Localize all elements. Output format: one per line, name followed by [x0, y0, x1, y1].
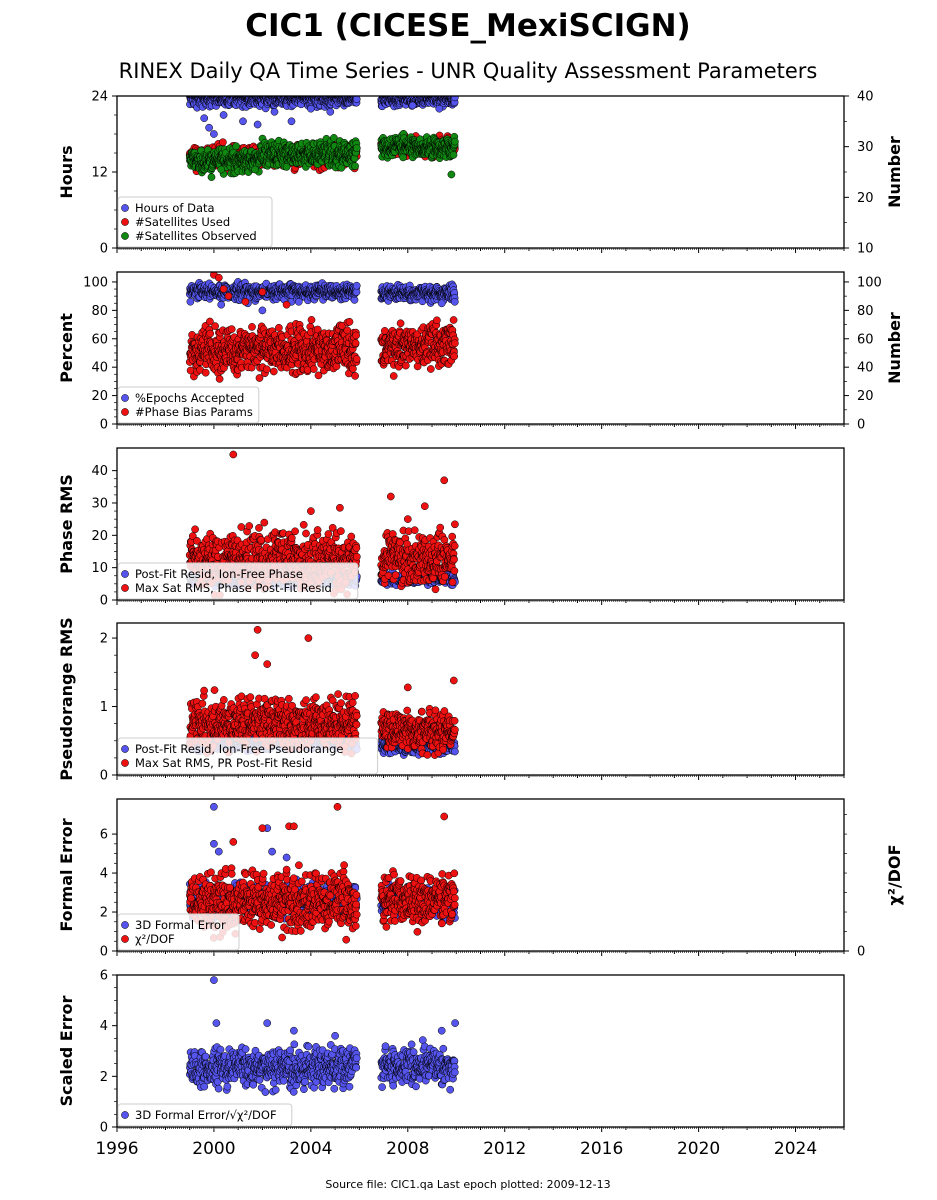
y-axis-label: Hours: [57, 145, 76, 198]
data-point: [351, 162, 359, 170]
data-point: [205, 123, 213, 132]
legend-label: #Satellites Used: [135, 215, 230, 229]
legend-marker: [121, 218, 129, 226]
data-point: [258, 306, 267, 315]
data-point: [214, 273, 223, 282]
data-point: [217, 165, 226, 174]
data-point: [282, 163, 291, 171]
data-point: [211, 322, 219, 330]
data-point: [352, 144, 361, 152]
data-point: [294, 297, 303, 306]
data-point: [352, 281, 361, 290]
data-point: [408, 101, 417, 110]
data-point: [253, 120, 262, 129]
legend-marker: [121, 204, 129, 212]
data-point: [224, 292, 233, 300]
legend-label: Hours of Data: [135, 201, 215, 215]
data-point: [451, 137, 459, 146]
data-point: [352, 355, 361, 363]
y-tick-label: 12: [91, 166, 108, 181]
y-tick-label: 24: [91, 90, 108, 105]
data-point: [269, 367, 278, 376]
y2-tick-label: 30: [857, 140, 874, 155]
data-point: [447, 170, 456, 179]
y-tick-label: 0: [100, 242, 108, 257]
figure-subtitle: RINEX Daily QA Time Series - UNR Quality…: [119, 59, 818, 83]
data-point: [307, 316, 316, 324]
data-point: [227, 325, 236, 333]
data-point: [343, 326, 352, 335]
data-point: [270, 107, 279, 116]
data-point: [307, 104, 315, 113]
data-point: [435, 104, 444, 113]
data-point: [389, 372, 398, 380]
data-point: [239, 117, 247, 126]
data-point: [450, 352, 459, 361]
data-point: [309, 365, 318, 373]
data-point: [351, 372, 359, 380]
y2-tick-label: 10: [857, 242, 874, 257]
data-point: [349, 364, 357, 373]
data-point: [200, 114, 209, 123]
data-point: [449, 316, 458, 324]
data-point: [217, 300, 226, 309]
panel-1-marks: [185, 96, 459, 181]
figure-title: CIC1 (CICESE_MexiSCIGN): [245, 8, 690, 44]
data-point: [287, 117, 296, 126]
data-point: [219, 111, 228, 119]
data-point: [207, 173, 216, 181]
data-point: [186, 297, 195, 306]
series-1-1: [186, 96, 459, 138]
data-point: [282, 300, 291, 309]
data-point: [437, 299, 446, 308]
data-point: [232, 142, 240, 151]
legend-marker: [121, 232, 129, 240]
y2-tick-label: 40: [857, 90, 874, 105]
data-point: [399, 153, 407, 162]
data-point: [352, 96, 361, 104]
data-point: [345, 317, 354, 326]
data-point: [241, 297, 250, 306]
data-point: [206, 329, 215, 338]
data-point: [401, 361, 410, 370]
y2-axis-label: Number: [885, 136, 904, 208]
data-point: [326, 107, 335, 116]
data-point: [433, 316, 441, 325]
data-point: [219, 138, 227, 147]
data-point: [262, 365, 271, 374]
data-point: [210, 130, 218, 138]
data-point: [451, 339, 459, 348]
data-point: [275, 323, 283, 332]
data-point: [251, 165, 259, 174]
data-point: [215, 375, 224, 383]
y2-tick-label: 20: [857, 191, 874, 206]
legend-1: Hours of Data#Satellites Used#Satellites…: [117, 196, 273, 248]
data-point: [351, 339, 360, 347]
legend-label: #Satellites Observed: [135, 229, 257, 243]
data-point: [413, 362, 422, 371]
data-point: [426, 365, 435, 373]
data-point: [248, 323, 256, 331]
data-point: [396, 319, 405, 328]
data-point: [258, 288, 267, 296]
data-point: [450, 297, 459, 306]
data-point: [201, 368, 210, 377]
data-point: [352, 331, 360, 340]
data-point: [219, 285, 228, 293]
data-point: [449, 151, 458, 159]
